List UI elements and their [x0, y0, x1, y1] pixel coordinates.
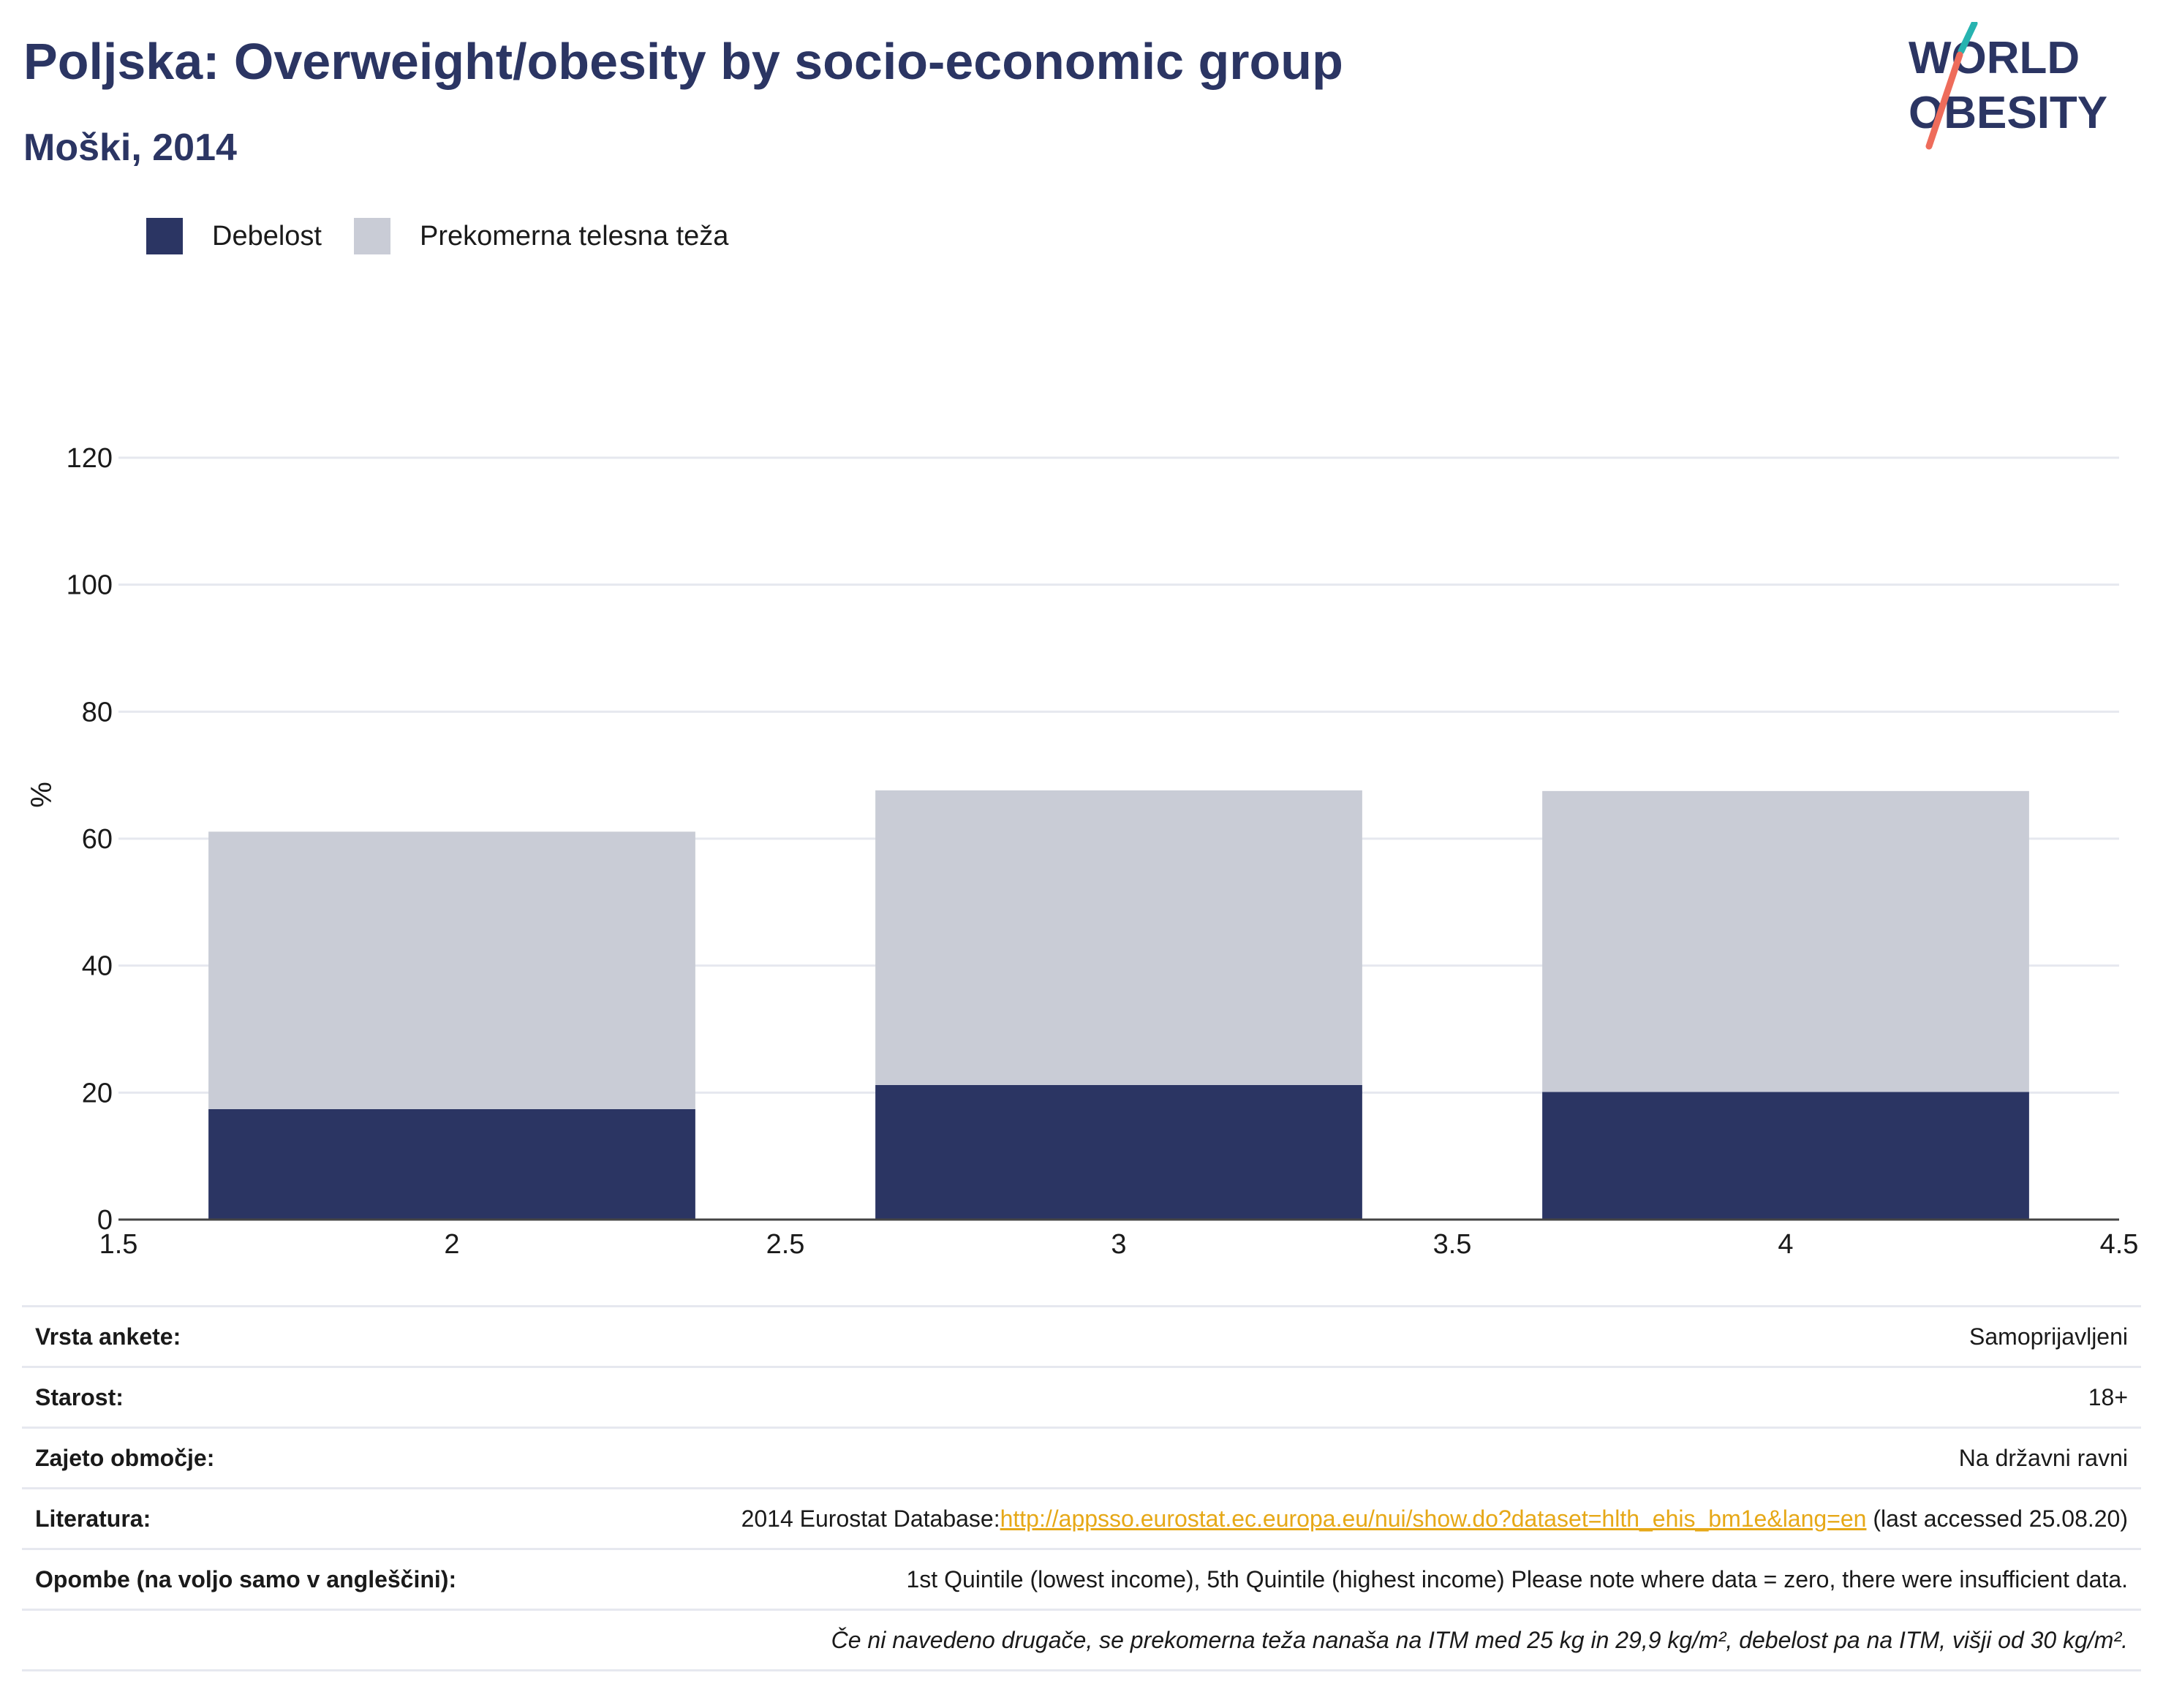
info-footnote: Če ni navedeno drugače, se prekomerna te…	[532, 1609, 2141, 1671]
bar-overweight-4	[1542, 790, 2029, 1092]
x-tick-label: 4.5	[2100, 1229, 2139, 1258]
x-tick-label: 2	[444, 1229, 459, 1258]
info-value-notes: 1st Quintile (lowest income), 5th Quinti…	[532, 1548, 2141, 1610]
x-tick-label: 1.5	[99, 1229, 138, 1258]
legend-item-obesity[interactable]: Debelost	[146, 218, 322, 254]
legend-swatch-obesity	[146, 218, 183, 254]
chart-title: Poljska: Overweight/obesity by socio-eco…	[23, 33, 1343, 90]
info-value-coverage: Na državni ravni	[532, 1427, 2141, 1489]
info-row-survey-type: Vrsta ankete: Samoprijavljeni	[22, 1305, 2141, 1367]
info-value-age: 18+	[532, 1366, 2141, 1428]
y-tick-label: 20	[82, 1078, 113, 1108]
info-table: Vrsta ankete: Samoprijavljeni Starost: 1…	[22, 1305, 2141, 1671]
logo-line1: WORLD	[1909, 33, 2080, 83]
legend-label-obesity: Debelost	[212, 220, 322, 252]
reference-prefix: 2014 Eurostat Database:	[741, 1505, 1000, 1532]
y-tick-label: 60	[82, 824, 113, 855]
y-tick-label: 80	[82, 697, 113, 728]
y-tick-label: 100	[67, 570, 113, 601]
info-key-coverage: Zajeto območje:	[22, 1427, 532, 1489]
info-row-references: Literatura: 2014 Eurostat Database:http:…	[22, 1487, 2141, 1549]
reference-suffix: (last accessed 25.08.20)	[1866, 1505, 2128, 1532]
info-key-references: Literatura:	[22, 1487, 532, 1549]
y-tick-label: 0	[97, 1205, 113, 1236]
x-tick-label: 2.5	[766, 1229, 805, 1258]
stacked-bar-chart: 0 20 40 60 80 100 120% 1.5 2 2.5 3 3.5 4 4.5	[26, 443, 2139, 1258]
info-key-notes: Opombe (na voljo samo v angleščini):	[22, 1548, 532, 1610]
bar-obesity-3	[875, 1084, 1362, 1220]
info-row-notes: Opombe (na voljo samo v angleščini): 1st…	[22, 1548, 2141, 1610]
info-footnote-spacer	[22, 1609, 532, 1671]
bar-overweight-3	[875, 790, 1362, 1085]
bar-overweight-2	[208, 831, 695, 1109]
bar-obesity-2	[208, 1108, 695, 1220]
info-row-footnote: Če ni navedeno drugače, se prekomerna te…	[22, 1609, 2141, 1671]
info-row-age: Starost: 18+	[22, 1366, 2141, 1428]
info-value-references: 2014 Eurostat Database:http://appsso.eur…	[532, 1487, 2141, 1549]
x-tick-label: 4	[1778, 1229, 1793, 1258]
x-tick-label: 3	[1111, 1229, 1126, 1258]
info-row-coverage: Zajeto območje: Na državni ravni	[22, 1427, 2141, 1489]
y-tick-label: 120	[67, 443, 113, 474]
info-key-age: Starost:	[22, 1366, 532, 1428]
y-tick-label: 40	[82, 951, 113, 982]
legend-label-overweight: Prekomerna telesna teža	[419, 220, 729, 252]
info-key-survey-type: Vrsta ankete:	[22, 1305, 532, 1367]
reference-link[interactable]: http://appsso.eurostat.ec.europa.eu/nui/…	[1000, 1505, 1867, 1532]
bar-obesity-4	[1542, 1092, 2029, 1220]
info-value-survey-type: Samoprijavljeni	[532, 1305, 2141, 1367]
chart-legend: Debelost Prekomerna telesna teža	[146, 216, 760, 256]
legend-item-overweight[interactable]: Prekomerna telesna teža	[353, 218, 729, 254]
legend-swatch-overweight	[353, 218, 390, 254]
x-tick-label: 3.5	[1433, 1229, 1472, 1258]
y-axis-label: %	[26, 782, 58, 808]
world-obesity-logo: WORLD OBESITY	[1909, 22, 2107, 150]
chart-subtitle: Moški, 2014	[23, 126, 237, 169]
